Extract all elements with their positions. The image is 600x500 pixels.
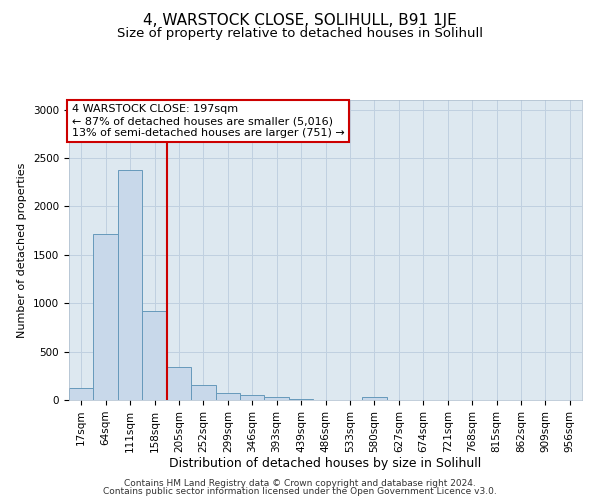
Text: Size of property relative to detached houses in Solihull: Size of property relative to detached ho… bbox=[117, 28, 483, 40]
Bar bbox=[69, 388, 94, 400]
Y-axis label: Number of detached properties: Number of detached properties bbox=[17, 162, 28, 338]
Bar bbox=[191, 386, 215, 400]
Bar bbox=[289, 399, 313, 400]
Bar bbox=[142, 311, 167, 400]
Text: 4, WARSTOCK CLOSE, SOLIHULL, B91 1JE: 4, WARSTOCK CLOSE, SOLIHULL, B91 1JE bbox=[143, 12, 457, 28]
Bar bbox=[167, 367, 191, 400]
Bar bbox=[215, 392, 240, 400]
Text: Contains public sector information licensed under the Open Government Licence v3: Contains public sector information licen… bbox=[103, 488, 497, 496]
Bar bbox=[362, 397, 386, 400]
X-axis label: Distribution of detached houses by size in Solihull: Distribution of detached houses by size … bbox=[169, 458, 482, 470]
Bar bbox=[265, 397, 289, 400]
Bar bbox=[118, 170, 142, 400]
Text: Contains HM Land Registry data © Crown copyright and database right 2024.: Contains HM Land Registry data © Crown c… bbox=[124, 478, 476, 488]
Bar bbox=[94, 234, 118, 400]
Bar bbox=[240, 394, 265, 400]
Text: 4 WARSTOCK CLOSE: 197sqm
← 87% of detached houses are smaller (5,016)
13% of sem: 4 WARSTOCK CLOSE: 197sqm ← 87% of detach… bbox=[71, 104, 344, 138]
